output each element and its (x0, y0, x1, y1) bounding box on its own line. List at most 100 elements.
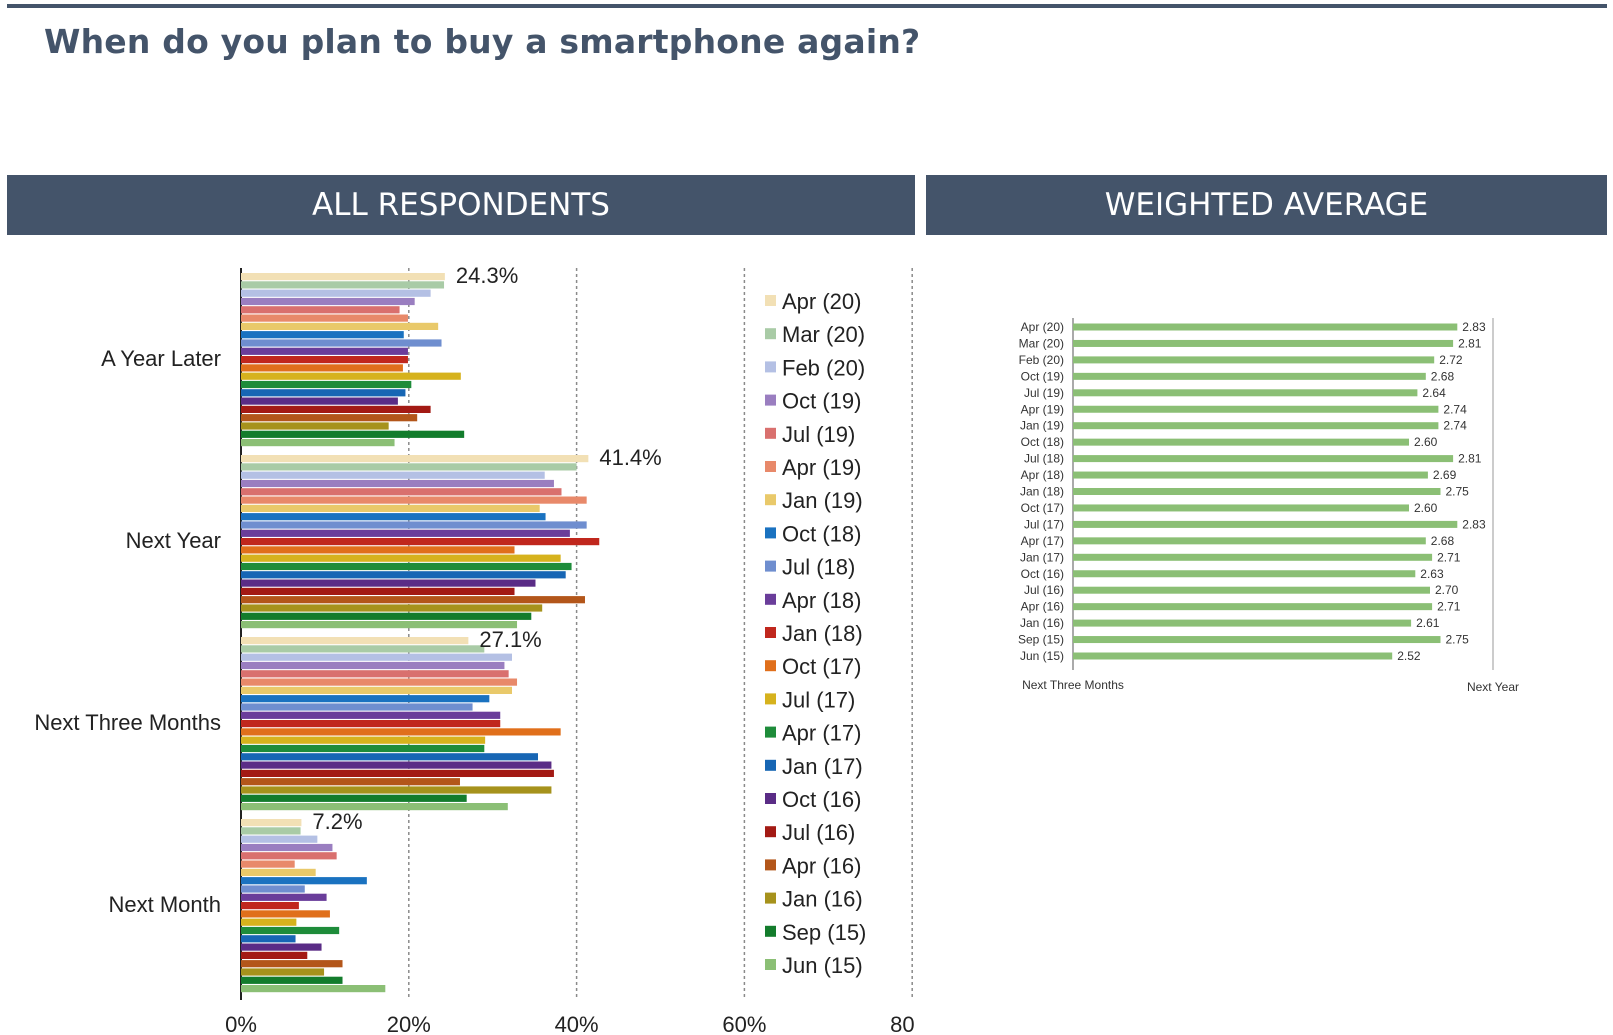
bar (241, 538, 600, 546)
value-label: 2.71 (1437, 550, 1461, 564)
legend-swatch (765, 295, 776, 306)
category-label: Oct (18) (1021, 435, 1064, 449)
bar (1073, 537, 1426, 545)
legend-swatch (765, 461, 776, 472)
bar (1073, 471, 1428, 479)
bar (1073, 504, 1409, 512)
value-annotation: 27.1% (479, 627, 541, 652)
category-label: Mar (20) (1019, 336, 1064, 350)
legend-label: Oct (17) (782, 654, 861, 679)
bar (241, 439, 395, 447)
bar (241, 587, 515, 595)
value-label: 2.69 (1433, 468, 1457, 482)
legend-label: Jan (17) (782, 754, 863, 779)
bar (241, 943, 322, 951)
x-max-label: Next Year (1467, 680, 1519, 694)
legend-label: Jan (18) (782, 621, 863, 646)
category-label: Apr (18) (1021, 468, 1064, 482)
bar (241, 554, 561, 562)
legend-swatch (765, 859, 776, 871)
bar (241, 621, 518, 629)
bar (1073, 323, 1458, 331)
x-tick-label: 40% (555, 1012, 599, 1035)
legend-swatch (765, 693, 776, 705)
x-tick-label: 0% (225, 1012, 257, 1035)
bar (241, 703, 473, 711)
bar (241, 347, 408, 355)
legend-label: Apr (19) (782, 455, 861, 480)
bar (241, 695, 490, 703)
bar (1073, 570, 1416, 578)
bar (1073, 652, 1393, 660)
category-label: Jul (16) (1024, 583, 1064, 597)
bar (241, 835, 318, 843)
bar (241, 521, 587, 529)
value-label: 2.64 (1422, 386, 1446, 400)
bar (241, 794, 467, 802)
bar (241, 405, 431, 413)
bar (1073, 438, 1409, 446)
bar (1073, 339, 1454, 347)
legend-swatch (765, 593, 776, 605)
legend-label: Jun (15) (782, 953, 863, 978)
value-label: 2.52 (1397, 649, 1421, 663)
bar (241, 637, 469, 645)
value-label: 2.68 (1431, 369, 1455, 383)
category-label: Jul (17) (1024, 517, 1064, 531)
x-tick-label: 80% (890, 1012, 915, 1035)
top-rule (7, 4, 1607, 8)
value-label: 2.74 (1443, 419, 1467, 433)
bar (241, 612, 532, 620)
all-respondents-header: ALL RESPONDENTS (7, 175, 915, 235)
legend-swatch (765, 793, 776, 804)
bar (241, 720, 501, 728)
legend-swatch (765, 560, 776, 572)
bar (1073, 405, 1439, 413)
bar (241, 471, 545, 479)
category-label: Feb (20) (1019, 353, 1064, 367)
bar (241, 372, 461, 380)
value-annotation: 41.4% (599, 445, 661, 470)
bar (1073, 455, 1454, 463)
bar (241, 686, 512, 694)
x-min-label: Next Three Months (1022, 678, 1124, 692)
value-label: 2.81 (1458, 336, 1482, 350)
legend-label: Jul (16) (782, 820, 855, 845)
bar (241, 744, 485, 753)
category-label: Jul (18) (1024, 452, 1064, 466)
value-label: 2.61 (1416, 616, 1440, 630)
bar (241, 364, 403, 372)
bar (241, 761, 552, 769)
all-respondents-chart: 0% 20% 40% 60% 80% A Year Later 24.3% Next Year… (34, 263, 915, 1035)
legend-label: Mar (20) (782, 322, 865, 347)
bar (1073, 488, 1441, 495)
weighted-average-chart: Apr (20) 2.83 Mar (20) 2.81 Feb (20) 2.72 Oct … (1018, 318, 1519, 694)
legend-label: Apr (20) (782, 289, 861, 314)
legend-swatch (765, 527, 776, 539)
bar (241, 985, 386, 993)
value-label: 2.83 (1462, 320, 1486, 334)
bar (1073, 553, 1433, 561)
value-label: 2.83 (1462, 517, 1486, 531)
bar (241, 289, 431, 297)
bar (241, 273, 445, 281)
category-label: A Year Later (101, 346, 221, 371)
legend-swatch (765, 826, 776, 838)
legend-label: Jul (19) (782, 422, 855, 447)
bar (241, 488, 562, 496)
bar (241, 885, 305, 893)
bar (241, 769, 554, 777)
legend-label: Jan (19) (782, 488, 863, 513)
category-label: Apr (20) (1021, 320, 1064, 334)
legend-label: Oct (16) (782, 787, 861, 812)
bar (241, 827, 301, 835)
bar (241, 935, 296, 943)
bar (241, 653, 512, 661)
category-label: Next Three Months (34, 710, 221, 735)
legend-swatch (765, 627, 776, 638)
bar (241, 339, 442, 347)
category-label: Jan (16) (1020, 616, 1064, 630)
page-title: When do you plan to buy a smartphone aga… (44, 22, 921, 61)
legend-swatch (765, 328, 776, 340)
bar (241, 843, 333, 852)
